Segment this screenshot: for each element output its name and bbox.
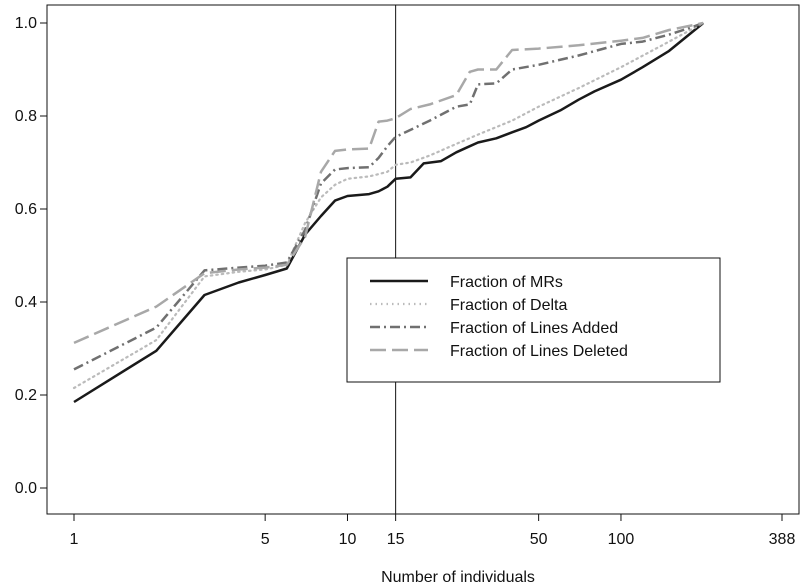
legend-label: Fraction of Delta — [450, 297, 567, 314]
series-group — [72, 21, 705, 404]
y-tick-label: 0.4 — [15, 294, 37, 311]
x-axis-label: Number of individuals — [381, 569, 535, 586]
y-tick-label: 0.2 — [15, 387, 37, 404]
x-tick-label: 10 — [339, 531, 357, 548]
legend-label: Fraction of Lines Deleted — [450, 343, 628, 360]
x-tick-label: 388 — [769, 531, 796, 548]
x-tick-label: 1 — [70, 531, 79, 548]
x-axis: 1 5 10 15 50 100 388 — [70, 514, 796, 548]
series-line-1 — [73, 22, 705, 404]
y-tick-label: 0.8 — [15, 108, 37, 125]
plot-frame — [46, 4, 800, 515]
legend-label: Fraction of Lines Added — [450, 320, 618, 337]
legend-label: Fraction of MRs — [450, 274, 563, 291]
series-line-3 — [73, 21, 704, 371]
x-tick-label: 100 — [608, 531, 635, 548]
legend: Fraction of MRs Fraction of Delta Fraction… — [346, 257, 721, 383]
series-line-2 — [72, 21, 705, 390]
y-tick-label: 0.0 — [15, 480, 37, 497]
y-axis: 0.0 0.2 0.4 0.6 0.8 1.0 — [15, 15, 47, 497]
y-tick-label: 0.6 — [15, 201, 37, 218]
y-tick-label: 1.0 — [15, 15, 37, 32]
x-tick-label: 5 — [261, 531, 270, 548]
x-tick-label: 50 — [530, 531, 548, 548]
x-tick-label: 15 — [387, 531, 405, 548]
legend-box — [346, 257, 721, 383]
